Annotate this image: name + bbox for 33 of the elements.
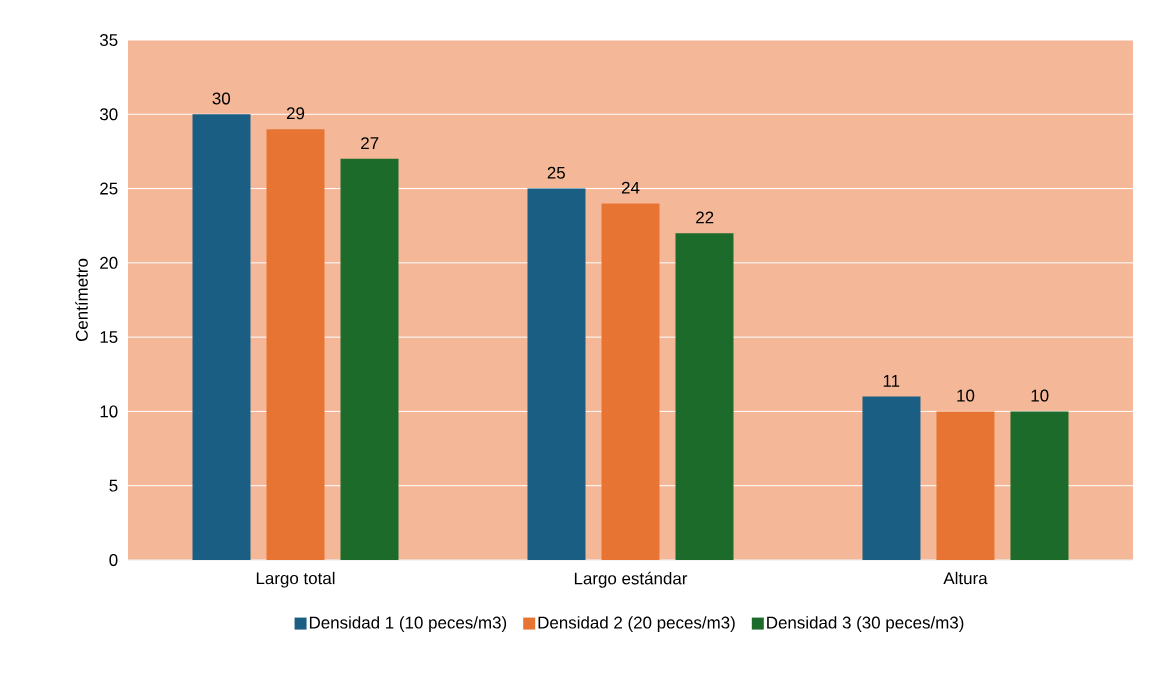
- bar: [936, 411, 995, 560]
- data-label: 10: [1031, 389, 1049, 402]
- bar: [192, 114, 251, 560]
- y-tick-label: 5: [109, 479, 118, 492]
- legend-label: Densidad 2 (20 peces/m3): [538, 616, 735, 632]
- bar: [675, 233, 734, 560]
- data-label: 25: [547, 166, 565, 179]
- y-tick-label: 30: [99, 108, 118, 121]
- y-tick-label: 0: [109, 553, 118, 566]
- y-axis-title: Centímetro: [75, 258, 88, 342]
- x-tick-label: Largo total: [256, 571, 335, 588]
- data-label: 11: [883, 375, 900, 387]
- x-tick-label: Largo estándar: [574, 571, 688, 588]
- bar: [1010, 411, 1069, 560]
- bar: [266, 129, 325, 560]
- x-tick-label: Altura: [943, 571, 988, 585]
- data-label: 22: [696, 211, 714, 224]
- y-tick-label: 35: [99, 33, 118, 46]
- data-label: 30: [212, 92, 231, 105]
- bar: [862, 396, 921, 560]
- bar: [527, 188, 586, 560]
- legend-label: Densidad 3 (30 peces/m3): [767, 616, 964, 632]
- y-tick-label: 25: [100, 182, 118, 195]
- data-label: 27: [361, 137, 379, 149]
- data-label: 10: [957, 389, 975, 402]
- bar: [340, 158, 399, 560]
- data-label: 29: [286, 107, 305, 120]
- y-tick-label: 10: [100, 405, 118, 418]
- legend-label: Densidad 1 (10 peces/m3): [309, 616, 507, 632]
- y-tick-label: 20: [100, 256, 118, 269]
- y-tick-label: 15: [100, 331, 118, 344]
- data-label: 24: [621, 181, 640, 194]
- bar: [601, 203, 660, 560]
